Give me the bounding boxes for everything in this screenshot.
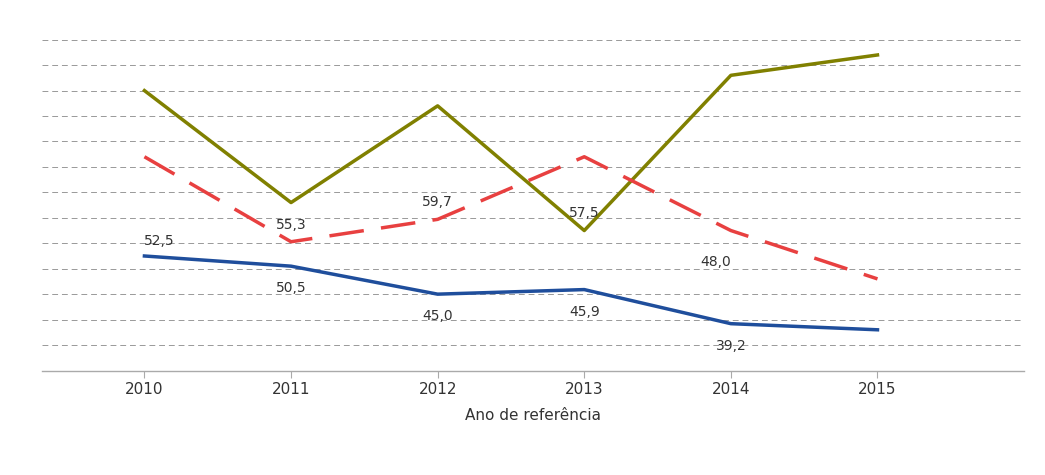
Text: 48,0: 48,0	[700, 255, 730, 269]
Text: 50,5: 50,5	[276, 281, 306, 295]
Text: 52,5: 52,5	[144, 234, 176, 248]
X-axis label: Ano de referência: Ano de referência	[465, 408, 601, 423]
Text: 45,0: 45,0	[422, 309, 452, 323]
Text: 45,9: 45,9	[568, 305, 600, 319]
Text: 55,3: 55,3	[276, 218, 306, 232]
Text: 57,5: 57,5	[568, 206, 600, 220]
Text: 59,7: 59,7	[422, 195, 454, 209]
Text: 39,2: 39,2	[716, 339, 746, 353]
